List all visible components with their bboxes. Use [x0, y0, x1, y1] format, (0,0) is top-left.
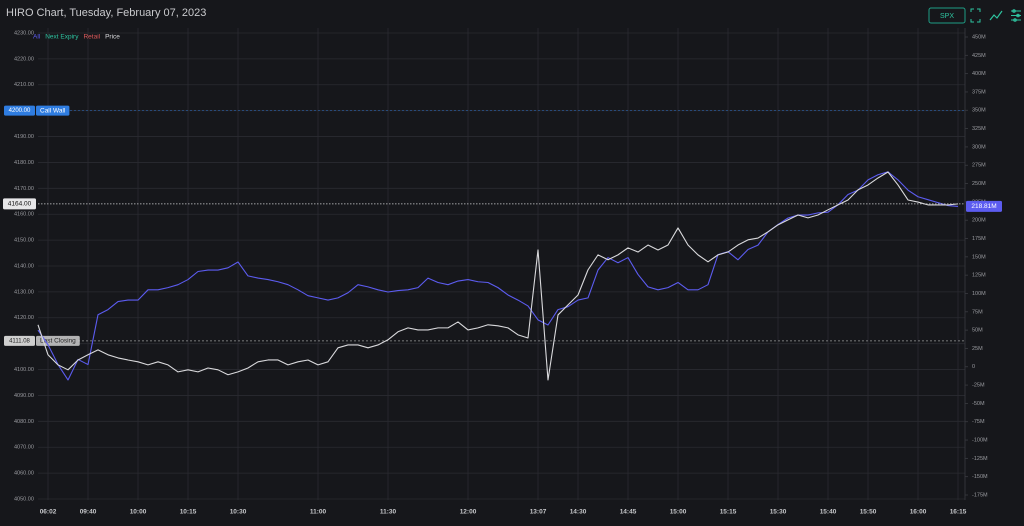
y-tick-label: 4160.00: [14, 212, 34, 218]
y-tick-label: 4120.00: [14, 315, 34, 321]
level-badge: [4, 335, 35, 346]
level-value: 4111.08: [9, 338, 30, 344]
level-badge: [4, 105, 35, 116]
level-name: Call Wall: [40, 107, 66, 114]
x-tick-label: 14:30: [570, 509, 587, 516]
y-tick-label: 4190.00: [14, 134, 34, 140]
y-tick-label: 4220.00: [14, 56, 34, 62]
series-line: [37, 171, 959, 381]
y-tick-label: 4130.00: [14, 289, 34, 295]
y-tick-label: 4150.00: [14, 238, 34, 244]
y2-tick-label: 125M: [972, 273, 986, 279]
y2-tick-label: 200M: [972, 218, 986, 224]
y2-tick-label: 325M: [972, 126, 986, 132]
y-tick-label: 4230.00: [14, 30, 34, 36]
x-tick-label: 06:02: [40, 509, 57, 516]
y2-tick-label: 0: [972, 364, 975, 370]
symbol-button[interactable]: [928, 7, 966, 24]
x-tick-label: 15:50: [860, 509, 877, 516]
y2-tick-label: 150M: [972, 254, 986, 260]
y-tick-label: 4100.00: [14, 367, 34, 373]
y-tick-label: 4180.00: [14, 160, 34, 166]
legend-entry: Retail: [83, 34, 100, 41]
y2-tick-label: -100M: [972, 437, 988, 443]
x-tick-label: 11:30: [380, 509, 397, 516]
y-tick-label: 4140.00: [14, 263, 34, 269]
y-tick-label: 4050.00: [14, 496, 34, 502]
y-tick-label: 4170.00: [14, 186, 34, 192]
y2-tick-label: -175M: [972, 492, 988, 498]
x-tick-label: 11:00: [310, 509, 327, 516]
last-all-label: 218.81M: [971, 203, 996, 210]
level-value: 4200.00: [9, 108, 31, 114]
x-tick-label: 15:40: [820, 509, 837, 516]
y2-tick-label: 25M: [972, 346, 983, 352]
y2-tick-label: 425M: [972, 53, 986, 59]
x-tick-label: 15:15: [720, 509, 737, 516]
x-tick-label: 10:15: [180, 509, 197, 516]
y2-tick-label: 300M: [972, 144, 986, 150]
y2-tick-label: 250M: [972, 181, 986, 187]
y2-tick-label: -75M: [972, 419, 985, 425]
last-price-badge: [3, 198, 36, 210]
chart-title: HIRO Chart, Tuesday, February 07, 2023: [6, 7, 206, 19]
x-tick-label: 14:45: [620, 509, 637, 516]
y-tick-label: 4210.00: [14, 82, 34, 88]
last-price-label: 4164.00: [8, 201, 32, 208]
symbol-label[interactable]: SPX: [940, 13, 954, 20]
y2-tick-label: 450M: [972, 34, 986, 40]
fullscreen-icon[interactable]: [970, 8, 981, 23]
y-tick-label: 4080.00: [14, 419, 34, 425]
y-tick-label: 4090.00: [14, 393, 34, 399]
legend-entry: Price: [105, 34, 120, 41]
series-line: [37, 171, 959, 381]
y2-tick-label: 400M: [972, 71, 986, 77]
y2-tick-label: 175M: [972, 236, 986, 242]
y2-tick-label: -25M: [972, 383, 985, 389]
level-name: Last Closing: [40, 338, 76, 345]
x-tick-label: 15:00: [670, 509, 687, 516]
y2-tick-label: 350M: [972, 108, 986, 114]
y2-tick-label: 275M: [972, 163, 986, 169]
x-tick-label: 12:00: [460, 509, 477, 516]
x-tick-label: 13:07: [530, 509, 547, 516]
grid: [38, 28, 965, 500]
x-tick-label: 10:30: [230, 509, 247, 516]
settings-icon[interactable]: [1011, 9, 1021, 22]
line-icon[interactable]: [989, 10, 1003, 21]
y2-tick-label: 375M: [972, 89, 986, 95]
y2-tick-label: -150M: [972, 474, 988, 480]
y-tick-label: 4070.00: [14, 445, 34, 451]
x-tick-label: 09:40: [80, 509, 97, 516]
y-tick-label: 4060.00: [14, 471, 34, 477]
last-all-badge: [966, 200, 1002, 212]
y2-tick-label: 100M: [972, 291, 986, 297]
y2-tick-label: -50M: [972, 401, 985, 407]
legend-entry: Next Expiry: [45, 34, 79, 41]
y2-tick-label: -125M: [972, 456, 988, 462]
legend-entry: All: [33, 34, 41, 41]
x-tick-label: 16:15: [950, 509, 967, 516]
y2-tick-label: 75M: [972, 309, 983, 315]
level-name-badge: [36, 105, 70, 116]
x-tick-label: 16:00: [910, 509, 927, 516]
x-tick-label: 10:00: [130, 509, 147, 516]
y2-tick-label: 50M: [972, 328, 983, 334]
x-tick-label: 15:30: [770, 509, 787, 516]
